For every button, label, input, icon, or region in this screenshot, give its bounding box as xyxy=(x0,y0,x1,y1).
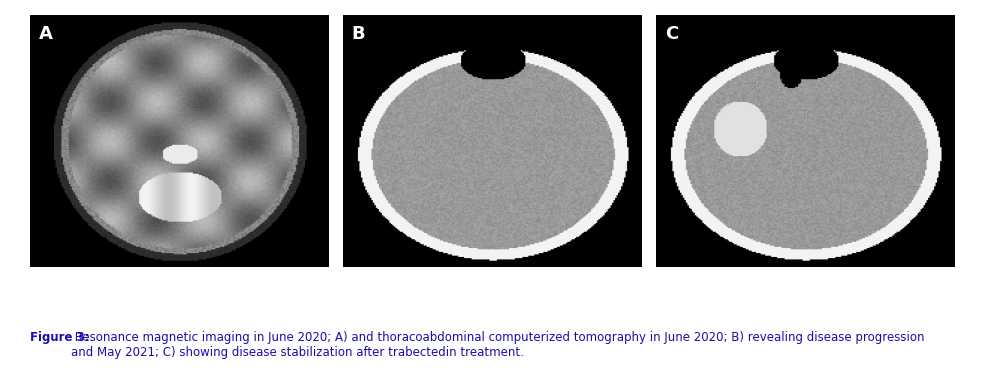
Text: B: B xyxy=(351,25,365,43)
Text: Figure 3:: Figure 3: xyxy=(30,331,90,344)
Text: Resonance magnetic imaging in June 2020; A) and thoracoabdominal computerized to: Resonance magnetic imaging in June 2020;… xyxy=(71,331,925,359)
Text: C: C xyxy=(665,25,678,43)
Text: A: A xyxy=(38,25,52,43)
